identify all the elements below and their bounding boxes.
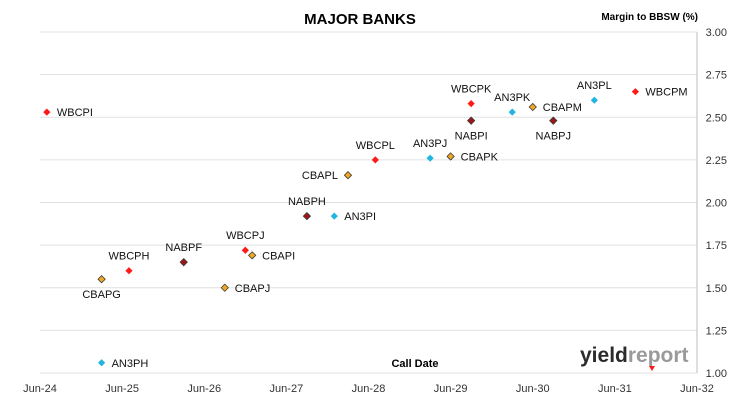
y-tick-label: 1.00 xyxy=(706,368,727,380)
y-tick-label: 1.25 xyxy=(706,325,727,337)
data-point xyxy=(446,152,455,161)
data-point-label: WBCPI xyxy=(57,107,93,119)
data-point-label: NABPJ xyxy=(536,131,571,143)
y-tick-label: 2.25 xyxy=(706,155,727,167)
logo-marker-icon xyxy=(649,366,655,371)
y-tick-label: 3.00 xyxy=(706,27,727,39)
data-point-label: AN3PH xyxy=(112,358,149,370)
y-axis-label: Margin to BBSW (%) xyxy=(601,12,698,23)
data-point xyxy=(343,171,353,180)
data-point xyxy=(631,88,640,96)
data-point-label: CBAPL xyxy=(302,170,338,182)
y-tick-label: 2.00 xyxy=(706,198,727,210)
data-point xyxy=(330,212,338,220)
y-tick-label: 2.50 xyxy=(706,112,727,124)
data-point xyxy=(97,275,106,284)
x-axis-label: Call Date xyxy=(391,358,438,370)
data-point xyxy=(220,283,229,292)
x-tick-label: Jun-31 xyxy=(598,383,632,395)
yieldreport-logo: yieldreport xyxy=(580,344,689,371)
data-point xyxy=(466,116,476,125)
x-tick-label: Jun-25 xyxy=(105,383,139,395)
data-point xyxy=(125,267,133,275)
logo-part-yield: yield xyxy=(580,344,628,367)
logo-part-report: report xyxy=(628,344,689,367)
data-point xyxy=(97,359,106,367)
data-point xyxy=(302,211,312,221)
data-point-label: WBCPH xyxy=(108,251,149,263)
y-tick-label: 2.75 xyxy=(706,70,727,82)
x-tick-labels: Jun-24 Jun-25 Jun-26 Jun-27 Jun-28 Jun-29 Jun-… xyxy=(23,383,714,395)
data-point xyxy=(549,116,558,125)
x-tick-label: Jun-24 xyxy=(23,383,57,395)
data-point xyxy=(179,258,188,267)
y-tick-label: 1.75 xyxy=(706,240,727,252)
x-tick-label: Jun-27 xyxy=(270,383,304,395)
data-point-label: AN3PK xyxy=(494,92,531,104)
data-point xyxy=(371,156,379,164)
y-tick-labels: 1.00 1.25 1.50 1.75 2.00 2.25 2.50 2.75 3.00 xyxy=(706,27,727,380)
data-point xyxy=(508,108,516,116)
svg-text:yieldreport: yieldreport xyxy=(580,344,689,367)
data-point-label: CBAPG xyxy=(82,289,121,301)
chart-title: MAJOR BANKS xyxy=(304,11,416,28)
data-point xyxy=(247,251,257,260)
data-point-label: WBCPJ xyxy=(226,230,265,242)
data-point-label: NABPF xyxy=(165,242,202,254)
y-tick-label: 1.50 xyxy=(706,283,727,295)
x-tick-label: Jun-29 xyxy=(434,383,468,395)
data-point-label: CBAPM xyxy=(543,102,582,114)
x-tick-label: Jun-28 xyxy=(352,383,386,395)
data-point-label: CBAPK xyxy=(461,151,499,163)
grid-lines xyxy=(40,31,697,374)
data-point xyxy=(241,246,249,254)
data-point-label: AN3PL xyxy=(577,80,612,92)
data-point-label: AN3PJ xyxy=(413,138,447,150)
data-point-label: NABPI xyxy=(455,131,488,143)
data-point-label: CBAPI xyxy=(262,250,295,262)
data-point-labels: WBCPI AN3PH CBAPG WBCPH NABPF CBAPJ WBCPJ CBAPI… xyxy=(57,80,688,370)
data-point-label: CBAPJ xyxy=(235,283,270,295)
data-point xyxy=(590,96,598,104)
x-tick-label: Jun-32 xyxy=(680,383,714,395)
x-tick-label: Jun-26 xyxy=(187,383,221,395)
data-point xyxy=(467,100,475,108)
data-point-label: NABPH xyxy=(288,196,326,208)
data-point-label: WBCPK xyxy=(451,84,492,96)
data-points xyxy=(43,88,640,367)
data-point-label: WBCPM xyxy=(645,87,687,99)
data-point xyxy=(528,102,537,112)
data-point-label: WBCPL xyxy=(356,140,395,152)
data-point xyxy=(43,108,51,116)
data-point xyxy=(426,154,434,162)
data-point-label: AN3PI xyxy=(344,211,376,223)
x-tick-label: Jun-30 xyxy=(516,383,550,395)
